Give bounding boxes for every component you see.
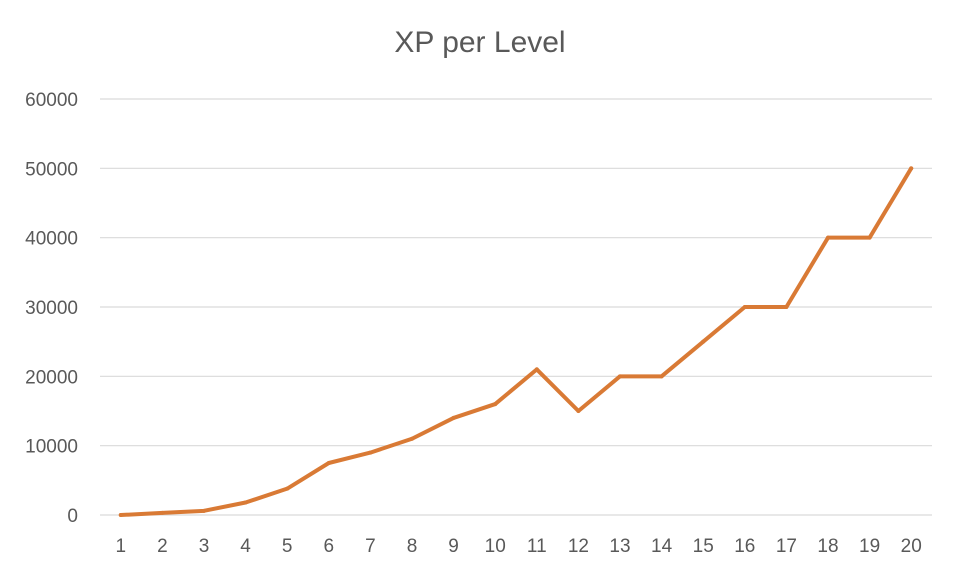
x-tick-label: 2 xyxy=(157,536,168,557)
chart-title: XP per Level xyxy=(394,26,566,59)
x-tick-label: 17 xyxy=(776,536,797,557)
series-line-0 xyxy=(118,166,914,517)
x-tick-label: 15 xyxy=(693,536,714,557)
x-tick-label: 6 xyxy=(324,536,335,557)
x-tick-label: 20 xyxy=(901,536,922,557)
x-tick-label: 4 xyxy=(240,536,251,557)
x-tick-label: 14 xyxy=(651,536,673,557)
data-point xyxy=(867,235,872,240)
data-point xyxy=(410,436,414,441)
series-layer xyxy=(118,166,914,517)
x-tick-label: 10 xyxy=(485,536,506,557)
data-point xyxy=(160,510,165,515)
data-point xyxy=(534,367,539,372)
x-tick-label: 3 xyxy=(199,536,210,557)
y-tick-label: 60000 xyxy=(25,90,78,111)
data-point xyxy=(784,305,789,309)
y-tick-label: 10000 xyxy=(25,437,78,458)
x-tick-label: 16 xyxy=(734,536,755,557)
data-point xyxy=(701,339,706,344)
x-tick-label: 1 xyxy=(116,536,127,557)
data-point xyxy=(368,450,373,455)
data-point xyxy=(576,409,581,413)
y-tick-label: 20000 xyxy=(25,367,78,388)
y-tick-label: 0 xyxy=(67,506,78,527)
data-point xyxy=(243,500,248,505)
x-tick-label: 11 xyxy=(527,536,547,557)
y-tick-label: 40000 xyxy=(25,229,78,250)
y-axis-ticks: 0 10000 20000 30000 40000 50000 60000 xyxy=(25,90,78,527)
x-tick-label: 19 xyxy=(859,536,880,557)
data-point xyxy=(618,374,622,379)
x-tick-label: 9 xyxy=(448,536,459,557)
data-point xyxy=(909,166,914,171)
data-point xyxy=(326,461,331,465)
x-tick-label: 7 xyxy=(365,536,376,557)
x-axis-ticks: 1 2 3 4 5 6 7 8 9 10 11 12 13 14 15 16 17 18 19 20 xyxy=(116,536,922,557)
data-point xyxy=(493,402,498,407)
grid-lines xyxy=(100,98,932,516)
x-tick-label: 12 xyxy=(568,536,589,557)
data-point xyxy=(202,508,206,513)
x-tick-label: 18 xyxy=(817,536,838,557)
x-tick-label: 13 xyxy=(609,536,630,557)
x-tick-label: 8 xyxy=(407,536,418,557)
x-tick-label: 5 xyxy=(282,536,293,557)
data-point xyxy=(118,513,123,517)
data-point xyxy=(659,374,664,379)
data-point xyxy=(285,486,290,491)
data-point xyxy=(826,235,830,240)
y-tick-label: 30000 xyxy=(25,298,78,319)
data-point xyxy=(451,415,456,420)
y-tick-label: 50000 xyxy=(25,159,78,180)
data-point xyxy=(742,305,747,309)
